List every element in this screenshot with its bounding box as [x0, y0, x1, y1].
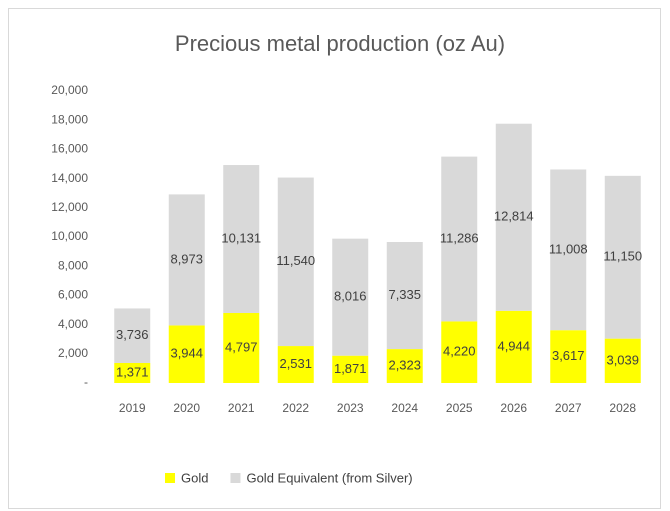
- bar-segment: [223, 165, 260, 313]
- y-tick-label: 2,000: [58, 346, 88, 360]
- data-label: 10,131: [221, 230, 261, 245]
- y-tick-label: 20,000: [51, 83, 88, 97]
- x-tick-label: 2028: [609, 401, 636, 415]
- bar-segment: [550, 169, 587, 331]
- bar-segment: [495, 123, 532, 311]
- x-tick-label: 2022: [282, 401, 309, 415]
- x-tick-label: 2023: [337, 401, 364, 415]
- data-label: 3,039: [606, 352, 639, 367]
- y-tick-label: 12,000: [51, 200, 88, 214]
- bar-segment: [604, 175, 641, 339]
- x-tick-label: 2020: [173, 401, 200, 415]
- y-tick-label: 18,000: [51, 112, 88, 126]
- x-tick-label: 2025: [446, 401, 473, 415]
- y-tick-label: -: [84, 375, 88, 389]
- data-label: 8,016: [334, 289, 367, 304]
- legend-swatch: [165, 473, 175, 483]
- data-label: 11,008: [549, 241, 588, 256]
- y-tick-label: 14,000: [51, 171, 88, 185]
- y-tick-label: 16,000: [51, 142, 88, 156]
- bar-segment: [604, 338, 641, 383]
- x-tick-label: 2019: [119, 401, 146, 415]
- bar-segment: [114, 308, 151, 363]
- chart-title: Precious metal production (oz Au): [175, 31, 505, 56]
- data-label: 3,736: [116, 327, 149, 342]
- x-tick-label: 2021: [228, 401, 255, 415]
- bar-segment: [114, 362, 151, 383]
- data-label: 1,371: [116, 364, 149, 379]
- bar-segment: [386, 349, 423, 383]
- bar-segment: [441, 321, 478, 383]
- bar-segment: [386, 241, 423, 350]
- bar-segment: [277, 177, 314, 347]
- bar-segment: [223, 312, 260, 383]
- bar-segment: [277, 346, 314, 383]
- y-tick-label: 8,000: [58, 258, 88, 272]
- bar-segment: [332, 238, 369, 356]
- legend-swatch: [230, 473, 241, 483]
- data-label: 4,220: [443, 344, 476, 359]
- bar-segment: [332, 355, 369, 383]
- bar-segment: [441, 156, 478, 322]
- data-label: 2,531: [279, 356, 312, 371]
- data-label: 4,797: [225, 339, 258, 354]
- data-label: 3,617: [552, 348, 585, 363]
- data-label: 11,540: [276, 253, 315, 268]
- bar-segment: [168, 325, 205, 383]
- data-label: 3,944: [170, 346, 203, 361]
- data-label: 11,286: [440, 230, 479, 245]
- data-label: 4,944: [497, 338, 530, 353]
- bar-segment: [168, 194, 205, 326]
- data-label: 12,814: [494, 209, 534, 224]
- x-tick-label: 2027: [555, 401, 582, 415]
- data-label: 1,871: [334, 361, 367, 376]
- x-tick-label: 2024: [391, 401, 418, 415]
- legend-label: Gold Equivalent (from Silver): [246, 470, 412, 485]
- y-tick-label: 4,000: [58, 317, 88, 331]
- legend-label: Gold: [181, 470, 208, 485]
- data-label: 7,335: [388, 287, 421, 302]
- x-tick-label: 2026: [500, 401, 527, 415]
- bar-segment: [495, 310, 532, 383]
- data-label: 11,150: [603, 249, 642, 264]
- data-label: 8,973: [170, 251, 203, 266]
- data-label: 2,323: [388, 357, 421, 372]
- bar-segment: [550, 330, 587, 383]
- y-tick-label: 6,000: [58, 288, 88, 302]
- y-tick-label: 10,000: [51, 229, 88, 243]
